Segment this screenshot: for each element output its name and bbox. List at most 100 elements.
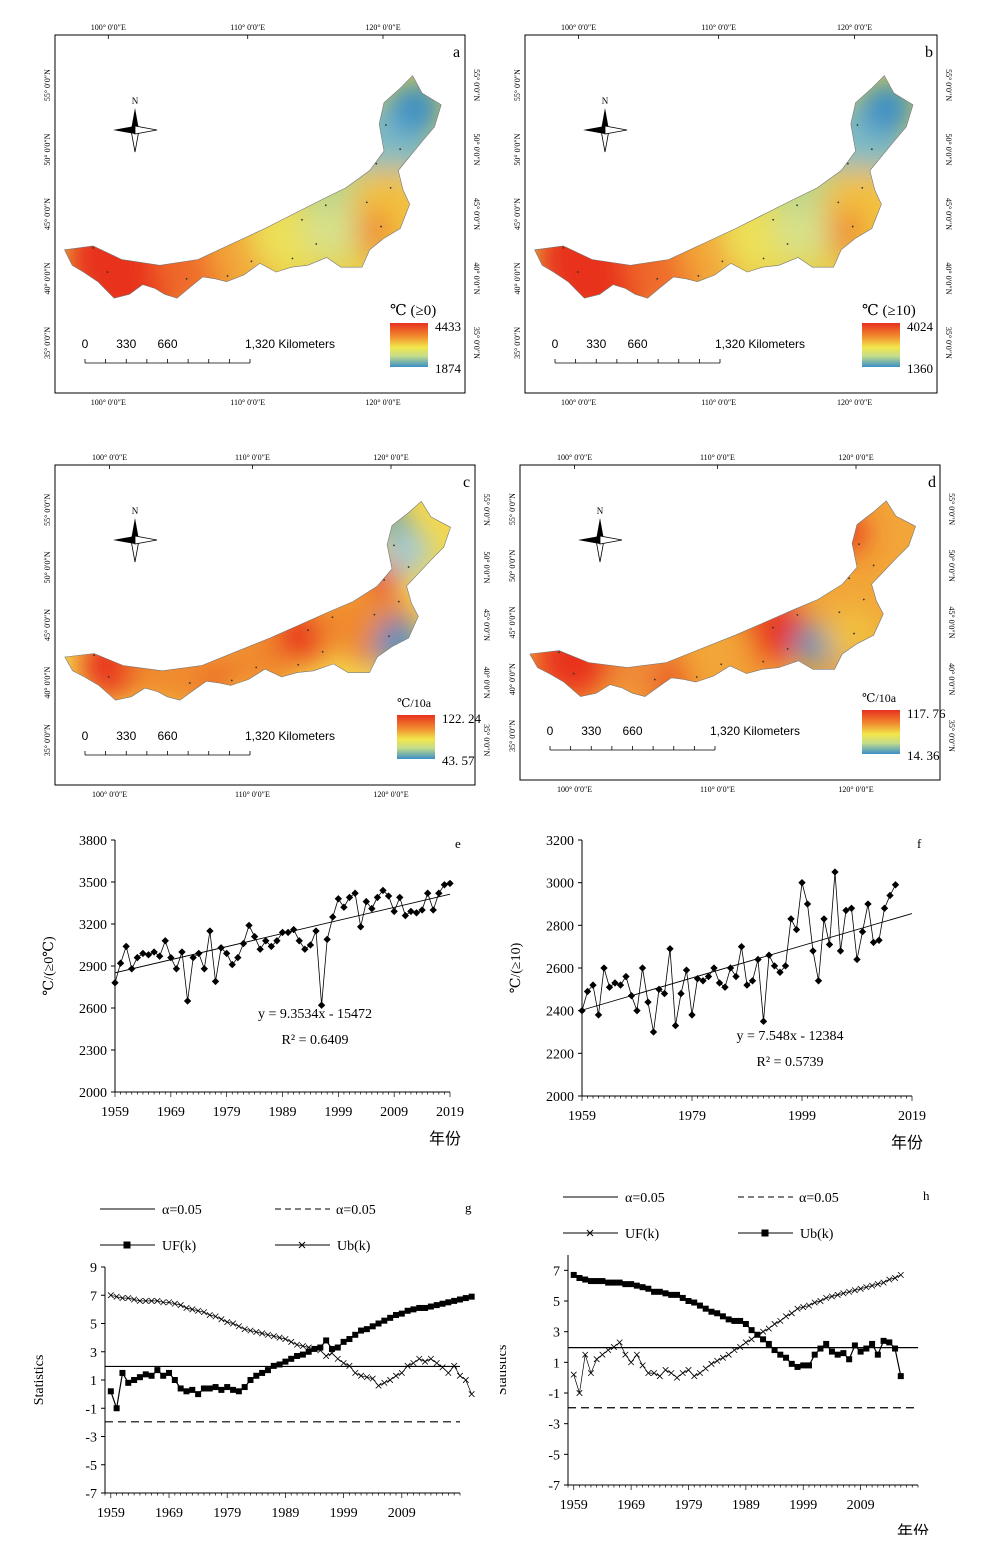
chart-point-f-18: [677, 989, 685, 998]
chart-point-g-1-19: [218, 1316, 225, 1323]
chart-point-g-0-23: [241, 1384, 248, 1391]
chart-point-e-39: [329, 913, 337, 921]
north-arrow-w-a: [113, 126, 135, 134]
chart-x-mark-b-g-1-59: [451, 1362, 458, 1369]
chart-point-g-1-22: [235, 1323, 242, 1330]
chart-ylabel-e: ℃/(≥0℃): [42, 936, 57, 996]
map-left-tick-c-1: 50° 0′0″N: [43, 551, 52, 583]
chart-point-g-1-38: [328, 1350, 336, 1357]
chart-x-mark-b-g-1-44: [363, 1374, 370, 1381]
chart-panel-e: 2000 2300 2600 2900 3200 3500 3800 1959 1969 1979…: [30, 828, 490, 1168]
chart-x-tick-label-f-1: 1979: [678, 1109, 706, 1124]
map-left-tick-c-0: 55° 0′0″N: [43, 494, 52, 526]
chart-point-h-1-28: [731, 1317, 738, 1324]
chart-point-e-59: [440, 881, 449, 889]
chart-point-e-26: [256, 945, 264, 953]
chart-point-h-1-57: [897, 1373, 904, 1380]
chart-legend-label-h-2: UF(k): [625, 1227, 660, 1242]
chart-point-e-16: [200, 965, 209, 973]
north-arrow-w-b: [583, 126, 605, 134]
chart-x-mark-b-g-1-51: [404, 1362, 411, 1369]
map-legend-max-b: 4024: [907, 319, 934, 334]
map-bottom-tick-b-0: 100° 0′0″E: [561, 398, 596, 407]
chart-point-g-1-41: [346, 1362, 353, 1369]
chart-point-h-0-11: [633, 1351, 640, 1358]
chart-point-h-1-44: [823, 1340, 830, 1347]
chart-point-h-1-40: [800, 1362, 807, 1369]
map-left-tick-a-1: 50° 0′0″N: [43, 133, 52, 165]
map-blob-a-9: [302, 204, 361, 262]
chart-legend-x-b-g-1: [298, 1241, 306, 1249]
map-station-d-10: [558, 651, 560, 654]
chart-point-e-10: [167, 953, 175, 962]
chart-point-e-43: [351, 889, 359, 897]
map-right-tick-a-2: 45° 0′0″N: [472, 198, 481, 230]
chart-point-e-47: [373, 893, 382, 902]
map-station-a-29: [384, 124, 387, 126]
chart-point-g-1-30: [282, 1335, 289, 1343]
chart-series-line-f: [581, 871, 896, 1033]
chart-point-g-1-0: [107, 1292, 114, 1299]
chart-point-e-12: [178, 948, 186, 956]
map-left-tick-d-3: 40° 0′0″N: [508, 663, 517, 695]
chart-x-mark-b-g-1-1: [113, 1293, 120, 1300]
chart-point-f-40: [798, 878, 806, 887]
chart-x-mark-b-h-0-45: [828, 1293, 836, 1300]
chart-xlabel-e: 年份: [429, 1130, 461, 1148]
map-top-tick-d-0: 100° 0′0″E: [557, 453, 592, 462]
chart-point-g-0-3: [125, 1379, 132, 1386]
map-legend-min-c: 43. 57: [442, 753, 475, 768]
chart-point-g-0-48: [387, 1314, 394, 1321]
chart-point-h-0-52: [869, 1282, 876, 1289]
chart-point-g-1-46: [375, 1382, 382, 1389]
chart-point-h-1-22: [696, 1302, 703, 1309]
chart-point-h-1-42: [811, 1351, 818, 1358]
chart-point-h-0-53: [874, 1281, 881, 1288]
chart-point-h-0-51: [863, 1284, 870, 1291]
chart-point-e-5: [139, 949, 147, 958]
chart-point-g-1-32: [293, 1341, 301, 1348]
chart-point-g-1-3: [125, 1294, 132, 1302]
north-arrow-icon-b: [583, 108, 628, 153]
chart-point-g-0-49: [392, 1312, 399, 1319]
map-station-a-36: [185, 277, 188, 280]
map-scale-label-d-2: 660: [622, 724, 642, 738]
chart-point-h-1-23: [702, 1305, 709, 1312]
chart-point-e-18: [211, 977, 220, 986]
chart-point-h-1-48: [846, 1356, 853, 1363]
map-left-tick-b-3: 40° 0′0″N: [513, 262, 522, 294]
map-left-tick-a-3: 40° 0′0″N: [43, 262, 52, 294]
map-panel-d: 100° 0′0″E 110° 0′0″E 120° 0′0″E 100° 0′0″E…: [505, 445, 975, 800]
chart-point-h-1-19: [679, 1294, 686, 1301]
map-svg-d: 100° 0′0″E 110° 0′0″E 120° 0′0″E 100° 0′0″E…: [508, 453, 956, 794]
chart-point-g-1-60: [456, 1372, 464, 1379]
chart-x-mark-b-g-1-48: [387, 1376, 394, 1384]
chart-point-h-1-10: [628, 1281, 635, 1288]
chart-x-mark-b-g-1-21: [229, 1320, 237, 1327]
map-station-b-29: [856, 124, 859, 126]
chart-panel-h: -7 -5 -3 -1 1 3 5 7 1959 1969 1979 1989 1999 2009 h 年份 S…: [495, 1185, 980, 1541]
chart-point-g-0-33: [299, 1351, 306, 1358]
chart-y-tick-label-g-3: -1: [85, 1402, 97, 1417]
map-station-a-19: [375, 162, 378, 165]
map-legend-bar-b: [862, 323, 900, 367]
chart-point-g-0-58: [445, 1299, 452, 1306]
chart-point-e-41: [340, 903, 348, 911]
map-legend-max-d: 117. 76: [907, 706, 946, 721]
chart-x-mark-b-h-0-2: [582, 1351, 589, 1358]
chart-y-tick-label-g-6: 5: [90, 1318, 97, 1333]
chart-point-g-0-40: [340, 1338, 347, 1345]
chart-point-h-0-56: [891, 1274, 899, 1282]
chart-point-g-1-48: [387, 1376, 394, 1384]
map-legend-min-b: 1360: [907, 361, 933, 376]
chart-point-h-1-46: [834, 1351, 841, 1358]
map-station-a-28: [315, 243, 318, 245]
chart-x-mark-b-h-0-54: [880, 1279, 887, 1286]
chart-point-e-11: [172, 965, 181, 973]
chart-point-h-0-23: [702, 1365, 709, 1372]
north-arrow-n-d: [596, 518, 604, 540]
map-scale-label-c-0: 0: [82, 729, 89, 743]
chart-point-g-0-38: [328, 1345, 335, 1352]
chart-legend-x-b-h-0: [586, 1229, 594, 1237]
chart-point-h-1-9: [622, 1281, 629, 1288]
